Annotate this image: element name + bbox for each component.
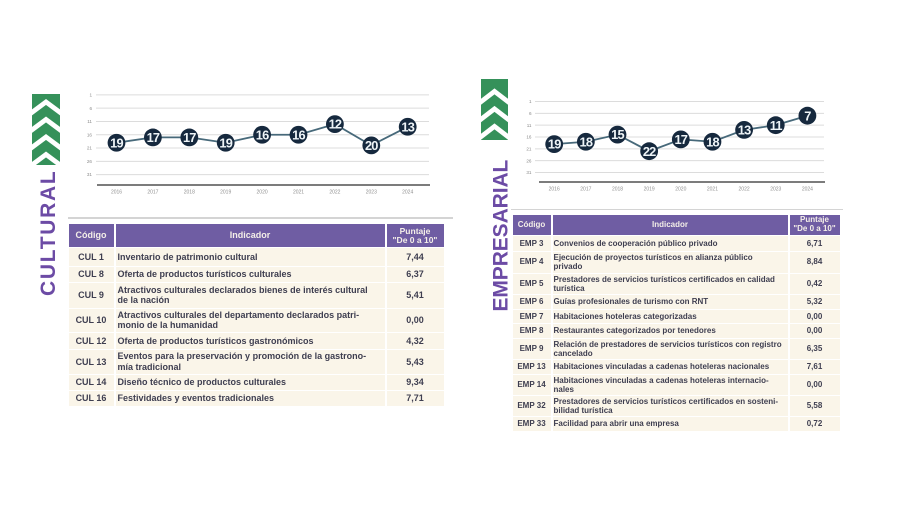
svg-text:2018: 2018 [612,187,623,193]
svg-text:2021: 2021 [293,190,304,196]
svg-text:2020: 2020 [675,187,686,193]
svg-text:2021: 2021 [707,187,718,193]
svg-text:2022: 2022 [329,190,340,196]
svg-text:19: 19 [110,135,123,150]
svg-text:16: 16 [292,127,305,142]
svg-text:31: 31 [526,170,532,175]
svg-text:2022: 2022 [739,187,750,193]
svg-text:6: 6 [89,106,92,111]
svg-text:2019: 2019 [220,190,231,196]
svg-text:13: 13 [738,123,751,138]
svg-text:2024: 2024 [802,187,813,193]
svg-text:11: 11 [87,119,92,124]
svg-text:11: 11 [770,118,783,133]
svg-text:2020: 2020 [257,190,268,196]
svg-text:2017: 2017 [580,187,591,193]
svg-text:20: 20 [365,138,378,153]
svg-text:2016: 2016 [549,187,560,193]
svg-text:17: 17 [183,130,196,145]
svg-text:12: 12 [329,117,342,132]
svg-text:15: 15 [611,127,624,142]
svg-text:13: 13 [401,119,414,134]
svg-text:16: 16 [256,127,269,142]
svg-text:2024: 2024 [402,190,413,196]
svg-text:16: 16 [526,135,532,140]
svg-text:2017: 2017 [147,190,158,196]
svg-text:11: 11 [527,123,532,128]
svg-text:1: 1 [89,93,92,98]
svg-text:2019: 2019 [644,187,655,193]
svg-text:2018: 2018 [184,190,195,196]
svg-text:2023: 2023 [366,190,377,196]
svg-text:19: 19 [548,137,561,152]
svg-text:18: 18 [706,134,719,149]
svg-text:6: 6 [529,111,532,116]
svg-text:19: 19 [219,135,232,150]
svg-text:26: 26 [526,158,532,163]
svg-text:17: 17 [147,130,160,145]
svg-text:21: 21 [526,146,532,151]
svg-text:26: 26 [87,159,93,164]
svg-text:1: 1 [529,99,532,104]
svg-text:31: 31 [87,172,93,177]
svg-text:22: 22 [643,144,656,159]
svg-text:16: 16 [87,132,93,137]
svg-text:17: 17 [674,132,687,147]
svg-text:2023: 2023 [770,187,781,193]
svg-text:7: 7 [804,108,811,123]
svg-text:18: 18 [580,134,593,149]
svg-text:2016: 2016 [111,190,122,196]
svg-text:21: 21 [87,146,93,151]
